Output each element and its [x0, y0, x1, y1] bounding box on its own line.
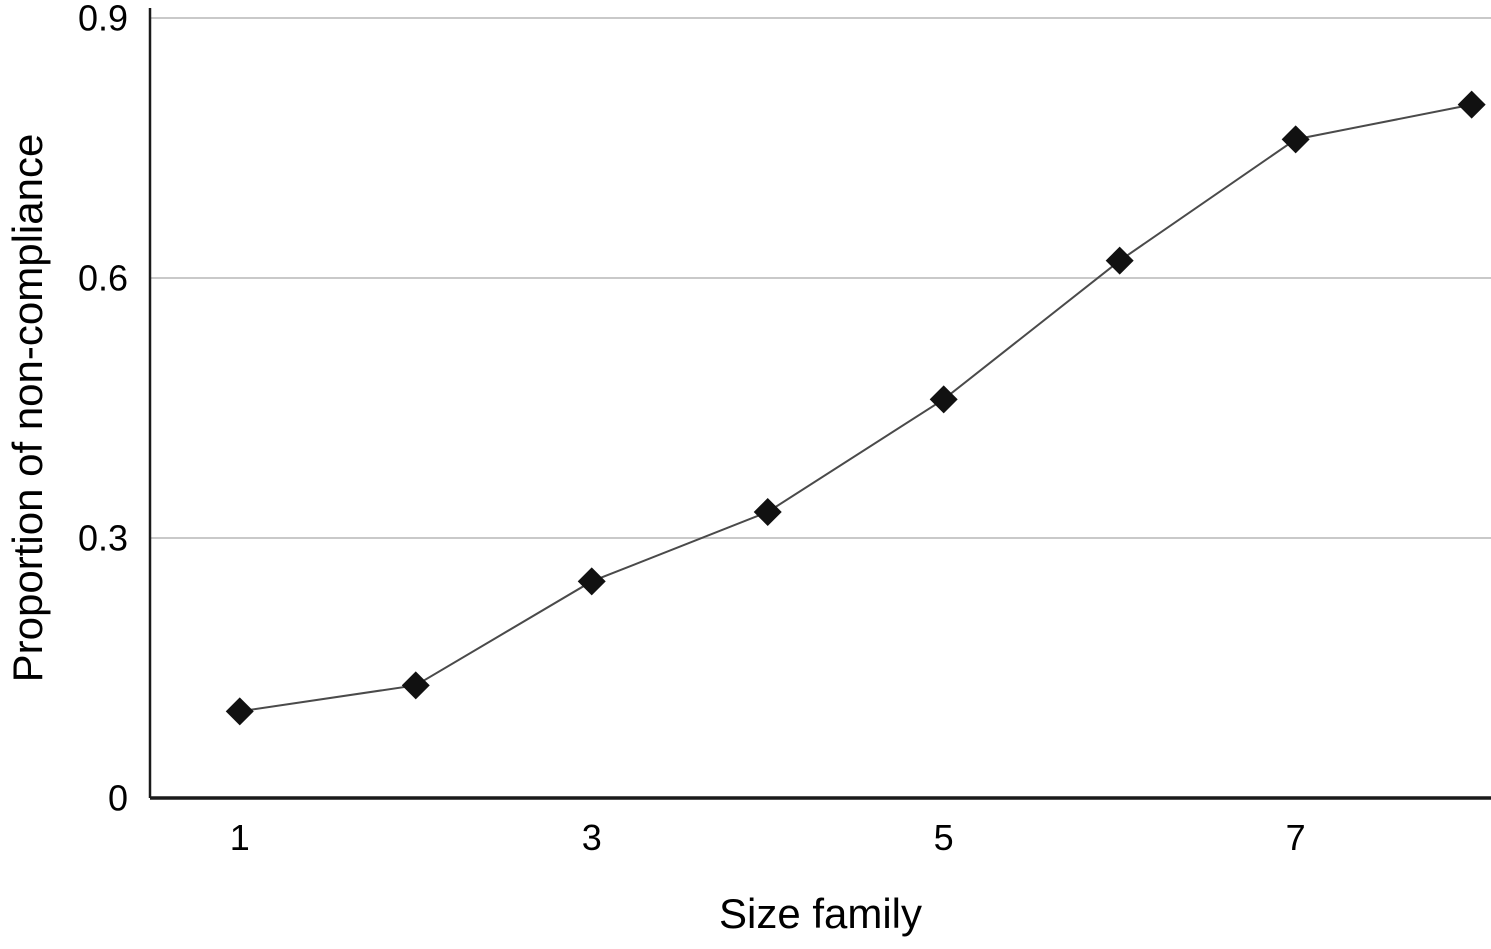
- data-point-marker-x8: [1457, 90, 1486, 119]
- x-axis-title: Size family: [719, 890, 922, 937]
- y-tick-label-0.3: 0.3: [78, 518, 128, 559]
- y-tick-label-0: 0: [108, 778, 128, 819]
- x-tick-label-7: 7: [1286, 817, 1306, 858]
- data-point-marker-x2: [401, 671, 430, 700]
- data-point-marker-x4: [753, 498, 782, 526]
- y-axis-title: Proportion of non-compliance: [4, 134, 51, 683]
- data-series-line: [239, 103, 1472, 713]
- data-point-marker-x5: [929, 385, 958, 414]
- x-tick-label-3: 3: [582, 817, 602, 858]
- y-tick-label-0.9: 0.9: [78, 0, 128, 39]
- y-tick-label-0.6: 0.6: [78, 258, 128, 299]
- data-point-marker-x3: [577, 567, 606, 596]
- data-point-marker-x7: [1281, 125, 1310, 154]
- x-tick-label-1: 1: [230, 817, 250, 858]
- data-point-marker-x6: [1105, 246, 1134, 275]
- x-tick-label-5: 5: [934, 817, 954, 858]
- data-point-marker-x1: [225, 697, 254, 726]
